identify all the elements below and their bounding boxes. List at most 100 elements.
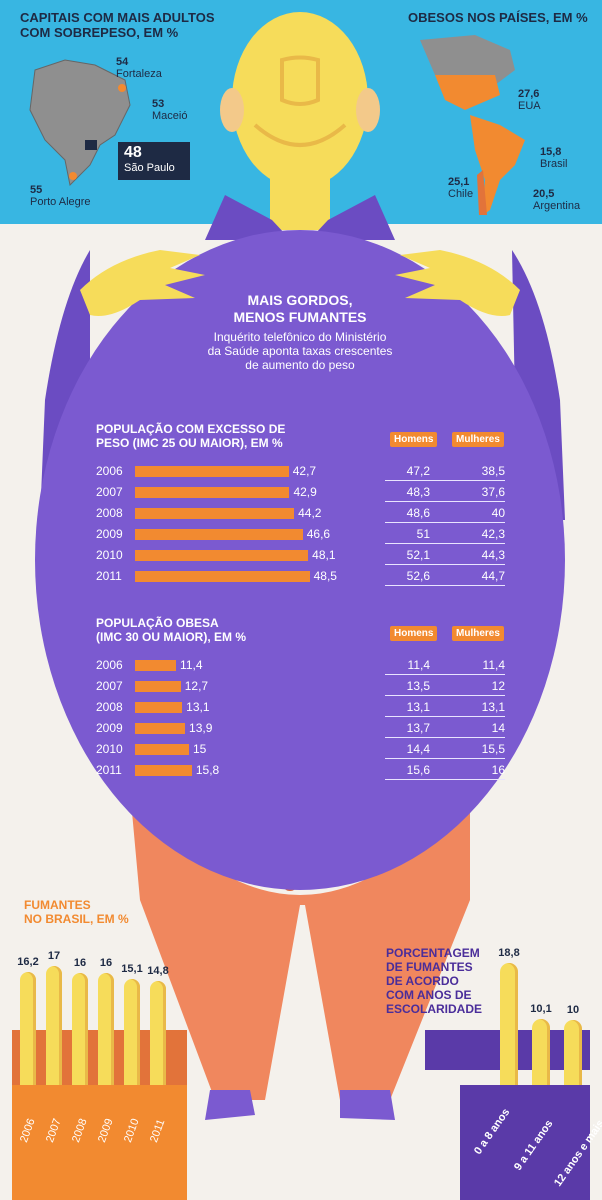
bar-value-label: 42,7 — [292, 464, 317, 478]
cigarette-bar — [124, 979, 140, 1085]
year-label: 2007 — [96, 485, 123, 499]
table-rule — [385, 543, 505, 544]
cigarette-bar — [564, 1020, 582, 1085]
men-value: 13,7 — [406, 721, 430, 735]
bar-value-label: 12,7 — [184, 679, 209, 693]
table-rule — [385, 716, 505, 717]
bar-value-label: 46,6 — [306, 527, 331, 541]
year-label: 2007 — [96, 679, 123, 693]
bar-value-label: 48,5 — [313, 569, 337, 583]
cigarette-value-label: 16 — [73, 957, 87, 969]
cigarette-bar — [500, 962, 518, 1085]
women-value: 12 — [491, 679, 505, 693]
cigarette-value-label: 15,1 — [121, 963, 143, 976]
women-value: 37,6 — [481, 485, 505, 499]
city-fortaleza: 54 Fortaleza — [116, 56, 162, 80]
men-value: 13,1 — [406, 700, 430, 714]
bar-value-label: 11,4 — [180, 658, 203, 672]
city-porto-alegre: 55 Porto Alegre — [30, 184, 91, 208]
cigarette-value-label: 16,2 — [17, 955, 39, 968]
men-value: 48,6 — [406, 506, 430, 520]
table-rule — [385, 564, 505, 565]
headline-subtitle: Inquérito telefônico do Ministério da Sa… — [207, 330, 393, 372]
bar — [135, 508, 295, 519]
bar — [135, 550, 309, 561]
overweight-men-header: Homens — [390, 432, 438, 447]
table-rule — [385, 674, 505, 675]
cigarette-bar — [20, 971, 36, 1085]
country-eua: 27,6 EUA — [518, 88, 541, 112]
table-rule — [385, 758, 505, 759]
cigarette-pack-right — [460, 1085, 590, 1200]
women-value: 13,1 — [481, 700, 505, 714]
bar-value-label: 44,2 — [298, 506, 322, 520]
men-value: 52,1 — [406, 548, 430, 562]
cigarette-bar — [98, 973, 114, 1085]
women-value: 42,3 — [481, 527, 505, 541]
bar — [135, 466, 289, 477]
table-rule — [385, 501, 505, 502]
map-right-title: OBESOS NOS PAÍSES, EM % — [408, 10, 588, 25]
cigarette-bar — [532, 1019, 550, 1085]
bar-value-label: 13,9 — [189, 721, 213, 735]
year-label: 2011 — [96, 763, 122, 777]
bar-value-label: 15,8 — [195, 763, 220, 777]
men-value: 47,2 — [406, 464, 430, 478]
cigarette-value-label: 17 — [47, 950, 61, 962]
table-rule — [385, 585, 505, 586]
nose-shape — [280, 55, 320, 106]
women-value: 44,3 — [481, 548, 505, 562]
headline: MAIS GORDOS, MENOS FUMANTES — [233, 292, 367, 325]
bar-value-label: 42,9 — [293, 485, 317, 499]
year-label: 2010 — [96, 548, 123, 562]
overweight-women-header: Mulheres — [452, 432, 504, 447]
bar — [135, 571, 310, 582]
women-value: 15,5 — [481, 742, 505, 756]
women-value: 16 — [491, 763, 505, 777]
chart-smokers-title: FUMANTES NO BRASIL, EM % — [24, 898, 129, 926]
bar — [135, 487, 290, 498]
cigarette-bar — [72, 973, 88, 1085]
men-value: 15,6 — [406, 763, 430, 777]
table-rule — [385, 737, 505, 738]
year-label: 2010 — [96, 742, 123, 756]
women-value: 40 — [491, 506, 505, 520]
men-value: 48,3 — [406, 485, 430, 499]
brazil-map-icon — [29, 59, 131, 187]
table-rule — [385, 779, 505, 780]
year-label: 2009 — [96, 721, 123, 735]
men-value: 13,5 — [406, 679, 430, 693]
legs-shape — [130, 790, 470, 1100]
bar — [135, 660, 177, 671]
cigarette-bar — [150, 981, 166, 1085]
men-value: 14,4 — [406, 742, 430, 756]
year-label: 2008 — [96, 700, 123, 714]
women-value: 11,4 — [482, 658, 505, 672]
bar — [135, 744, 189, 755]
women-value: 44,7 — [481, 569, 505, 583]
bar — [135, 765, 192, 776]
right-hand — [395, 250, 520, 316]
year-label: 2011 — [96, 569, 122, 583]
cigarette-bar — [46, 966, 62, 1085]
table-rule — [385, 522, 505, 523]
chart-obese-title: POPULAÇÃO OBESA (IMC 30 OU MAIOR), EM % — [96, 616, 247, 644]
chart-overweight-title: POPULAÇÃO COM EXCESSO DE PESO (IMC 25 OU… — [96, 422, 286, 450]
cigarette-value-label: 14,8 — [147, 965, 169, 978]
cigarette-value-label: 18,8 — [498, 946, 520, 959]
cigarette-value-label: 10,1 — [530, 1003, 552, 1016]
country-chile: 25,1 Chile — [448, 176, 474, 200]
women-value: 38,5 — [481, 464, 505, 478]
men-value: 11,4 — [407, 658, 430, 672]
left-ear — [220, 88, 244, 132]
bar — [135, 723, 186, 734]
year-label: 2009 — [96, 527, 123, 541]
obese-men-header: Homens — [390, 626, 438, 641]
year-label: 2008 — [96, 506, 123, 520]
cigarette-value-label: 10 — [566, 1004, 580, 1016]
table-rule — [385, 695, 505, 696]
men-value: 52,6 — [406, 569, 430, 583]
year-label: 2006 — [96, 658, 123, 672]
country-argentina: 20,5 Argentina — [533, 188, 581, 212]
smile-shape — [253, 123, 347, 147]
